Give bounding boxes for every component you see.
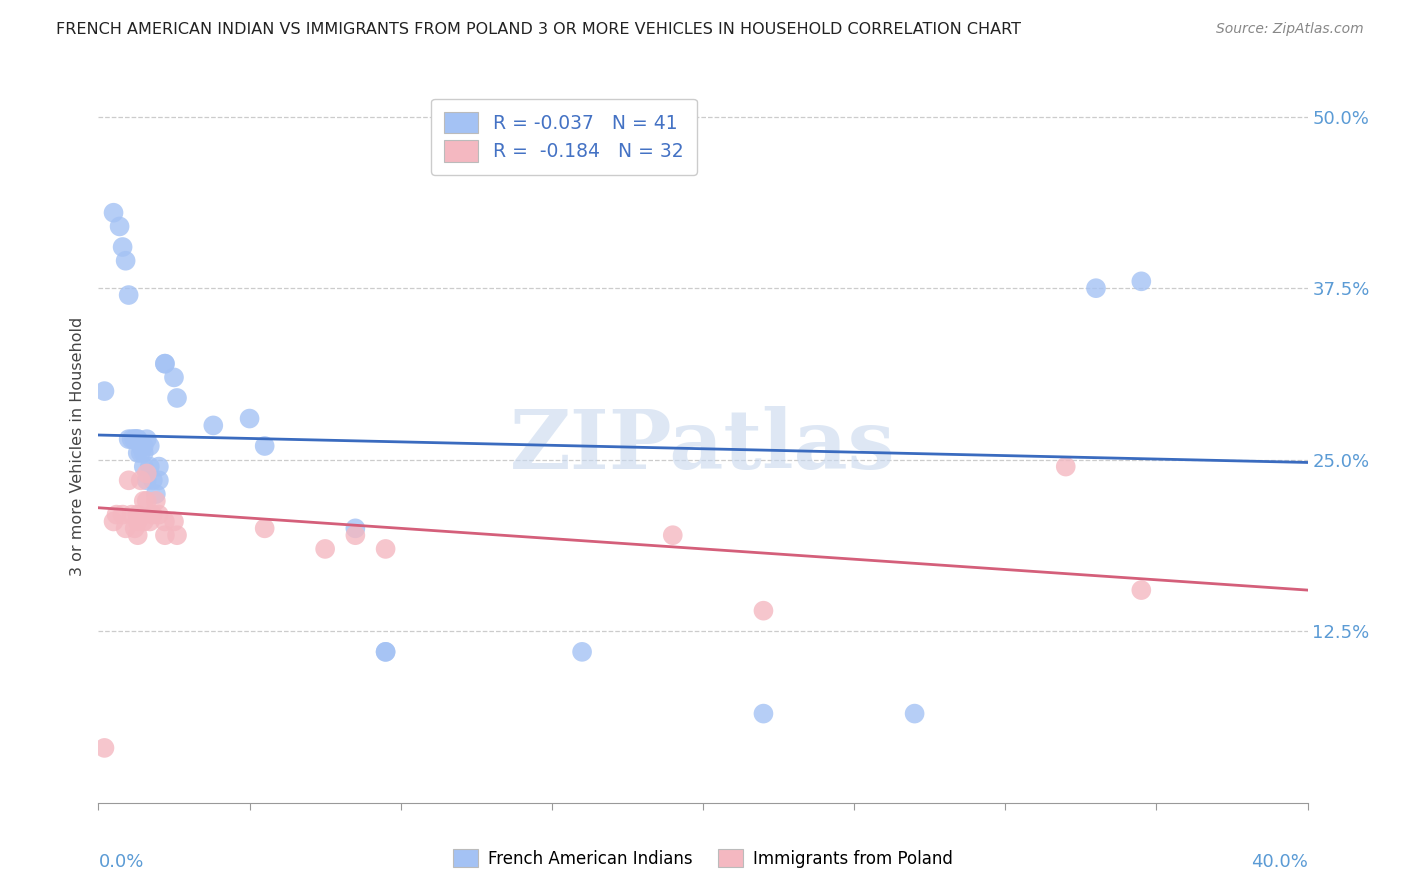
Point: [103, 205, 125, 219]
Point: [118, 473, 141, 487]
Point: [118, 432, 141, 446]
Point: [904, 706, 927, 721]
Point: [166, 528, 188, 542]
Point: [132, 439, 155, 453]
Point: [129, 473, 152, 487]
Point: [662, 528, 685, 542]
Point: [163, 370, 186, 384]
Point: [153, 357, 176, 371]
Point: [127, 508, 149, 522]
Point: [1054, 459, 1077, 474]
Point: [148, 508, 170, 522]
Point: [153, 528, 176, 542]
Point: [148, 473, 170, 487]
Point: [139, 459, 162, 474]
Point: [142, 473, 165, 487]
Point: [93, 740, 115, 755]
Point: [118, 288, 141, 302]
Point: [127, 432, 149, 446]
Point: [135, 432, 157, 446]
Point: [124, 432, 146, 446]
Point: [253, 439, 276, 453]
Text: FRENCH AMERICAN INDIAN VS IMMIGRANTS FROM POLAND 3 OR MORE VEHICLES IN HOUSEHOLD: FRENCH AMERICAN INDIAN VS IMMIGRANTS FRO…: [56, 22, 1021, 37]
Point: [145, 494, 167, 508]
Point: [1130, 274, 1153, 288]
Point: [124, 432, 146, 446]
Legend: R = -0.037   N = 41, R =  -0.184   N = 32: R = -0.037 N = 41, R = -0.184 N = 32: [432, 99, 697, 175]
Point: [153, 515, 176, 529]
Legend: French American Indians, Immigrants from Poland: French American Indians, Immigrants from…: [447, 843, 959, 874]
Point: [111, 240, 134, 254]
Point: [374, 645, 396, 659]
Point: [108, 219, 131, 234]
Point: [1085, 281, 1108, 295]
Point: [114, 521, 136, 535]
Point: [344, 528, 367, 542]
Point: [139, 439, 162, 453]
Point: [253, 521, 276, 535]
Point: [111, 508, 134, 522]
Point: [135, 473, 157, 487]
Point: [202, 418, 225, 433]
Point: [105, 508, 128, 522]
Point: [344, 521, 367, 535]
Point: [571, 645, 593, 659]
Point: [129, 446, 152, 460]
Point: [153, 357, 176, 371]
Point: [132, 494, 155, 508]
Point: [127, 432, 149, 446]
Point: [132, 515, 155, 529]
Point: [166, 391, 188, 405]
Point: [129, 439, 152, 453]
Point: [314, 541, 336, 556]
Point: [124, 521, 146, 535]
Point: [135, 494, 157, 508]
Point: [132, 446, 155, 460]
Point: [145, 487, 167, 501]
Text: 40.0%: 40.0%: [1251, 853, 1308, 871]
Text: ZIPatlas: ZIPatlas: [510, 406, 896, 486]
Point: [139, 515, 162, 529]
Point: [752, 604, 775, 618]
Point: [121, 508, 143, 522]
Point: [132, 459, 155, 474]
Point: [239, 411, 262, 425]
Point: [142, 508, 165, 522]
Point: [127, 528, 149, 542]
Point: [374, 645, 396, 659]
Point: [127, 446, 149, 460]
Point: [374, 541, 396, 556]
Point: [1130, 583, 1153, 598]
Point: [121, 432, 143, 446]
Point: [148, 459, 170, 474]
Point: [752, 706, 775, 721]
Text: Source: ZipAtlas.com: Source: ZipAtlas.com: [1216, 22, 1364, 37]
Point: [163, 515, 186, 529]
Point: [127, 515, 149, 529]
Y-axis label: 3 or more Vehicles in Household: 3 or more Vehicles in Household: [70, 317, 86, 575]
Text: 0.0%: 0.0%: [98, 853, 143, 871]
Point: [93, 384, 115, 398]
Point: [103, 515, 125, 529]
Point: [135, 467, 157, 481]
Point: [114, 253, 136, 268]
